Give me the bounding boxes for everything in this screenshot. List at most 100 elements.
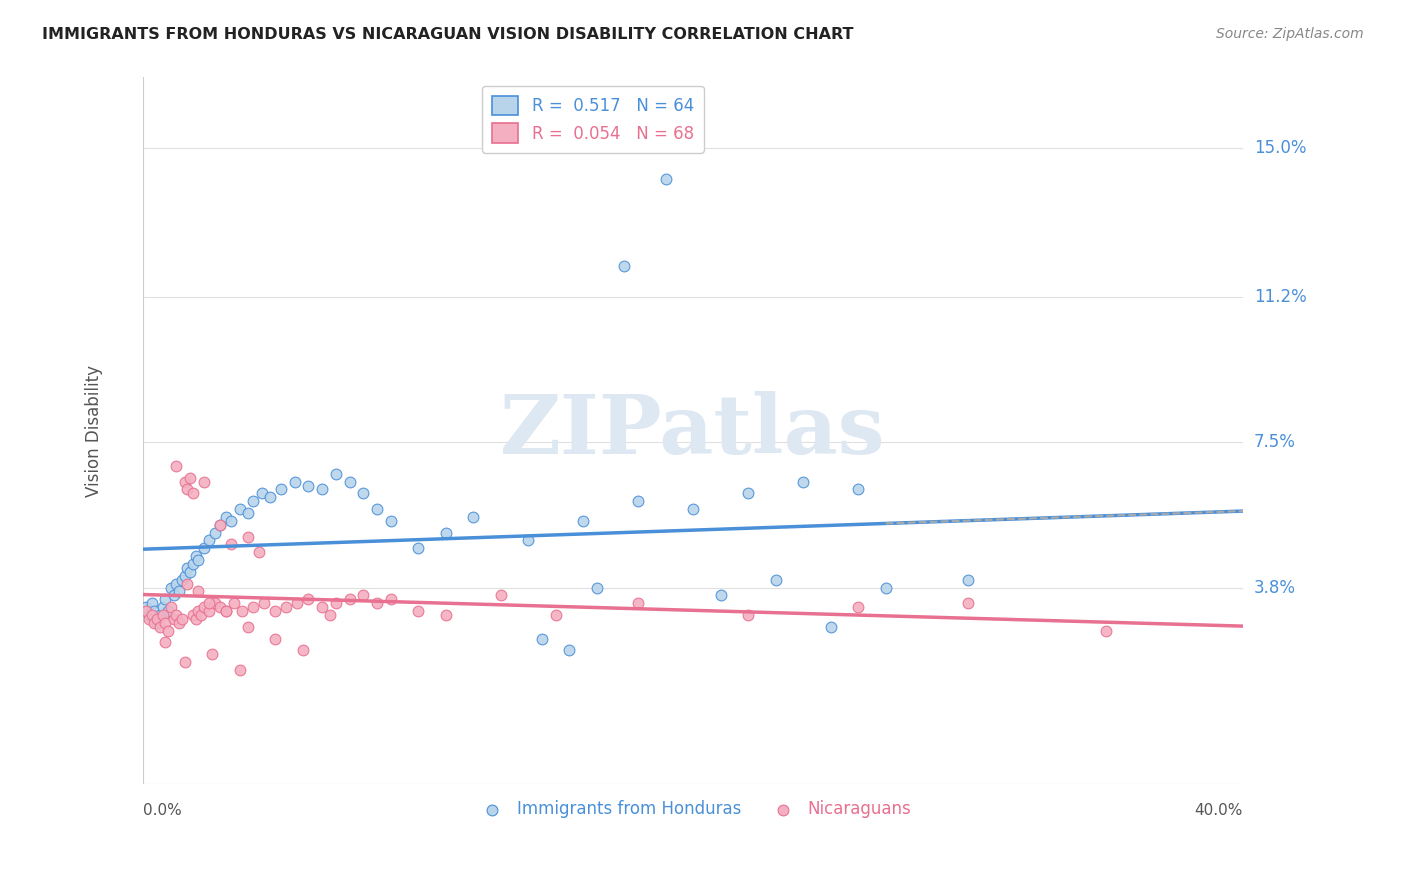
Point	[143, 615, 166, 630]
Point	[297, 478, 319, 492]
Point	[270, 483, 292, 497]
Point	[264, 604, 287, 618]
Point	[406, 604, 429, 618]
Point	[242, 600, 264, 615]
Point	[149, 607, 172, 622]
Point	[215, 604, 238, 618]
Point	[242, 494, 264, 508]
Point	[558, 643, 581, 657]
Point	[155, 615, 177, 630]
Point	[228, 663, 250, 677]
Point	[489, 588, 512, 602]
Point	[957, 596, 980, 610]
Point	[276, 600, 298, 615]
Point	[198, 533, 221, 548]
Point	[193, 475, 215, 489]
Point	[215, 604, 238, 618]
Point	[209, 517, 232, 532]
Point	[193, 600, 215, 615]
Point	[159, 600, 181, 615]
Point	[247, 545, 270, 559]
Point	[181, 557, 204, 571]
Point	[765, 573, 787, 587]
Point	[167, 615, 190, 630]
Point	[250, 486, 273, 500]
Text: 7.5%: 7.5%	[1254, 434, 1296, 451]
Point	[176, 561, 198, 575]
Point	[221, 537, 243, 551]
Point	[352, 588, 374, 602]
Text: 0.0%: 0.0%	[143, 804, 183, 818]
Point	[366, 502, 388, 516]
Point	[264, 632, 287, 646]
Point	[184, 549, 207, 563]
Point	[285, 596, 308, 610]
Point	[221, 514, 243, 528]
Text: 11.2%: 11.2%	[1254, 288, 1306, 306]
Point	[380, 514, 402, 528]
Point	[155, 635, 177, 649]
Point	[162, 588, 184, 602]
Point	[627, 494, 650, 508]
Point	[222, 596, 245, 610]
Point	[236, 620, 259, 634]
Point	[215, 509, 238, 524]
Point	[157, 604, 180, 618]
Point	[165, 607, 187, 622]
Point	[135, 600, 157, 615]
Point	[201, 647, 224, 661]
Point	[434, 525, 457, 540]
Point	[173, 475, 195, 489]
Point	[319, 607, 342, 622]
Point	[198, 596, 221, 610]
Point	[297, 592, 319, 607]
Point	[737, 486, 759, 500]
Point	[173, 568, 195, 582]
Point	[155, 592, 177, 607]
Point	[204, 596, 226, 610]
Point	[190, 607, 212, 622]
Point	[146, 615, 169, 630]
Point	[572, 514, 595, 528]
Point	[406, 541, 429, 556]
Point	[184, 612, 207, 626]
Point	[162, 612, 184, 626]
Point	[1094, 624, 1116, 638]
Point	[157, 624, 180, 638]
Point	[792, 475, 814, 489]
Point	[236, 506, 259, 520]
Point	[291, 643, 314, 657]
Point	[339, 475, 361, 489]
Point	[682, 502, 704, 516]
Point	[228, 502, 250, 516]
Point	[179, 565, 201, 579]
Point	[737, 607, 759, 622]
Point	[181, 607, 204, 622]
Point	[179, 471, 201, 485]
Text: 40.0%: 40.0%	[1195, 804, 1243, 818]
Point	[259, 491, 281, 505]
Point	[135, 604, 157, 618]
Point	[846, 483, 869, 497]
Point	[311, 483, 333, 497]
Point	[176, 483, 198, 497]
Point	[193, 541, 215, 556]
Point	[366, 596, 388, 610]
Point	[517, 533, 540, 548]
Point	[187, 604, 209, 618]
Point	[204, 525, 226, 540]
Point	[149, 620, 172, 634]
Point	[325, 467, 347, 481]
Point	[170, 612, 193, 626]
Legend: Immigrants from Honduras, Nicaraguans: Immigrants from Honduras, Nicaraguans	[468, 794, 918, 825]
Point	[311, 600, 333, 615]
Point	[209, 600, 232, 615]
Point	[957, 573, 980, 587]
Point	[339, 592, 361, 607]
Point	[380, 592, 402, 607]
Point	[152, 600, 174, 615]
Point	[236, 529, 259, 543]
Point	[530, 632, 553, 646]
Point	[875, 581, 897, 595]
Point	[613, 259, 636, 273]
